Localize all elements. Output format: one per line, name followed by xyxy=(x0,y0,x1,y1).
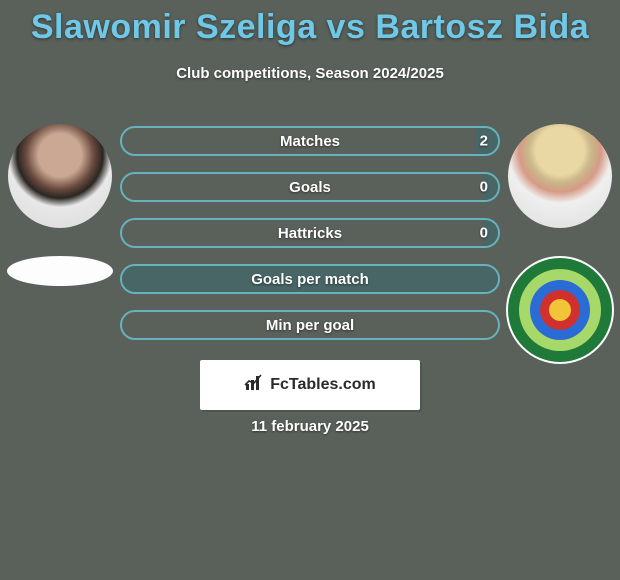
page-title: Slawomir Szeliga vs Bartosz Bida xyxy=(0,0,620,47)
stat-bar-label: Matches xyxy=(280,133,340,150)
stat-bar-label: Goals xyxy=(289,179,331,196)
brand-badge: FcTables.com xyxy=(200,360,420,410)
stat-bar-right-value: 2 xyxy=(480,133,488,150)
stat-bar-right-value: 0 xyxy=(480,225,488,242)
player-left-column xyxy=(0,110,120,286)
footer-date: 11 february 2025 xyxy=(0,418,620,435)
player-right-photo xyxy=(508,124,612,228)
brand-text: FcTables.com xyxy=(270,376,376,394)
stat-bar: Goals per match xyxy=(120,264,500,294)
club-logo-ring xyxy=(549,299,571,321)
stat-bar: Matches 2 xyxy=(120,126,500,156)
player-right-club-logo xyxy=(506,256,614,364)
stat-bar: Hattricks 0 xyxy=(120,218,500,248)
stat-bar-right-value: 0 xyxy=(480,179,488,196)
stat-bar: Goals 0 xyxy=(120,172,500,202)
stat-bar-label: Goals per match xyxy=(251,271,369,288)
stat-bar-label: Hattricks xyxy=(278,225,342,242)
infographic-root: Slawomir Szeliga vs Bartosz Bida Club co… xyxy=(0,0,620,580)
stat-bar-label: Min per goal xyxy=(266,317,354,334)
stat-bar: Min per goal xyxy=(120,310,500,340)
stat-bars: Matches 2 Goals 0 Hattricks 0 Goals per match M… xyxy=(120,110,500,340)
player-left-club-logo xyxy=(7,256,113,286)
player-left-photo xyxy=(8,124,112,228)
player-right-column xyxy=(500,110,620,364)
comparison-layout: Matches 2 Goals 0 Hattricks 0 Goals per match M… xyxy=(0,110,620,370)
subtitle: Club competitions, Season 2024/2025 xyxy=(0,65,620,82)
brand-chart-icon xyxy=(244,374,264,397)
